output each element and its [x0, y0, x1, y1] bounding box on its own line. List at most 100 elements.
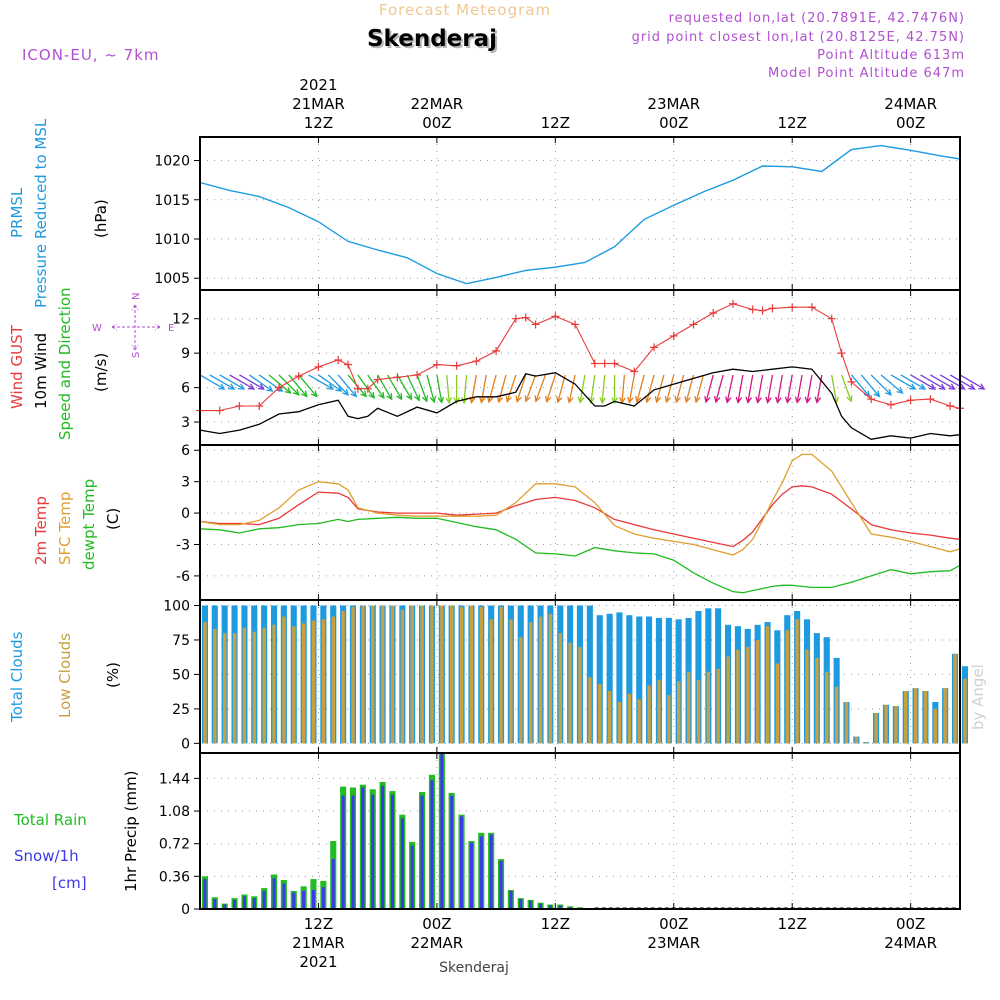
snow-bar	[312, 890, 316, 909]
wind-arrow-head	[396, 393, 403, 401]
wind-arrow-shaft	[900, 374, 926, 390]
info-line-3: Point Altitude 613m	[817, 48, 965, 63]
snow-bar	[341, 795, 345, 909]
wind-arrow-shaft	[636, 374, 645, 403]
wind-arrow	[794, 374, 803, 404]
temp-line	[199, 485, 961, 548]
wind-arrow-head	[694, 395, 701, 404]
wind-arrow	[248, 374, 274, 392]
wind-arrow	[900, 374, 927, 390]
wind-arrow-shaft	[546, 374, 556, 402]
wind-arrow-head	[814, 396, 822, 404]
wind-arrow-head	[938, 383, 947, 390]
wind-arrow-head	[804, 396, 812, 404]
wind-arrow	[288, 374, 308, 398]
low-cloud-bar	[311, 620, 316, 744]
wind-arrow-head	[724, 396, 732, 404]
gust-marker	[274, 383, 283, 392]
low-cloud-bar	[667, 695, 671, 744]
gust-marker	[344, 360, 353, 369]
wind-arrow	[577, 374, 586, 404]
wind-arrow-head	[284, 387, 292, 394]
y-tick-label: 50	[172, 667, 190, 683]
wind-arrow-head	[534, 395, 541, 403]
wind-arrow-head	[704, 395, 711, 404]
y-tick-label: 6	[181, 381, 190, 397]
snow-bar	[499, 860, 503, 909]
snow-bar	[390, 794, 394, 909]
wind-arrow-shaft	[959, 374, 985, 390]
wind-arrow-head	[755, 396, 762, 404]
wind-arrow-shaft	[506, 374, 517, 402]
low-cloud-bar	[351, 606, 355, 744]
wind-arrow	[209, 374, 236, 390]
low-cloud-bar	[489, 619, 493, 744]
snow-bar	[450, 795, 454, 909]
wind-arrow	[784, 374, 793, 404]
y-tick-label: 100	[163, 599, 190, 615]
bottom-time-label: 00Z	[896, 915, 925, 933]
gust-marker	[926, 395, 935, 404]
y-tick-label: 25	[172, 702, 190, 718]
gust-marker	[807, 303, 816, 312]
wind-gust-line	[200, 303, 961, 412]
gust-marker	[353, 384, 362, 393]
y-tick-label: 1015	[154, 193, 190, 209]
low-cloud-bar	[331, 616, 335, 744]
temp-label-sfc: SFC Temp	[56, 492, 74, 565]
low-cloud-bar	[282, 616, 286, 744]
wind-arrow-shaft	[786, 374, 793, 403]
snow-bar	[479, 836, 483, 909]
y-tick-label: 12	[172, 312, 190, 328]
gust-marker	[571, 320, 580, 329]
wind-arrow-head	[635, 395, 642, 404]
snow-bar	[420, 795, 424, 909]
compass-e: E	[168, 323, 174, 334]
low-cloud-bar	[696, 679, 701, 744]
wind-arrow-head	[948, 383, 956, 390]
wind-arrow-head	[664, 395, 671, 404]
wind-arrow-shaft	[367, 374, 385, 399]
wind-arrow	[694, 374, 705, 404]
snow-bar	[272, 878, 276, 909]
low-cloud-bar	[420, 605, 424, 744]
wind-arrow	[545, 374, 556, 403]
gust-marker	[393, 373, 402, 382]
top-time-label: 12Z	[778, 114, 807, 132]
low-cloud-bar	[686, 671, 691, 744]
low-cloud-bar	[302, 623, 306, 744]
wind-arrow	[745, 374, 754, 404]
wind-arrow-shaft	[675, 374, 685, 403]
wind-arrow-shaft	[535, 374, 547, 402]
top-time-label: 12Z	[304, 114, 333, 132]
snow-bar	[509, 890, 513, 909]
wind-arrow-head	[515, 395, 522, 403]
y-tick-label: 0.72	[159, 837, 190, 853]
low-cloud-bar	[716, 668, 720, 744]
wind-arrow	[704, 374, 714, 404]
wind-arrow	[831, 374, 839, 404]
snow-bar	[529, 900, 533, 909]
wind-arrow-head	[577, 396, 585, 404]
wind-arrow-shaft	[840, 374, 852, 402]
wind-arrow-head	[674, 395, 681, 404]
wind-arrow-head	[873, 390, 881, 398]
gust-marker	[709, 308, 718, 317]
wind-arrow	[959, 374, 986, 390]
low-cloud-bar	[844, 702, 849, 744]
gust-marker	[827, 314, 836, 323]
top-time-label: 23MAR	[647, 95, 700, 113]
wind-arrow-shaft	[298, 374, 318, 397]
wind-arrow-head	[745, 396, 753, 404]
wind-arrow-shaft	[436, 374, 443, 403]
low-cloud-bar	[884, 704, 888, 744]
total-cloud-bar	[636, 616, 643, 744]
temp-line	[199, 453, 961, 556]
gust-marker	[946, 401, 955, 410]
wind-arrow-head	[247, 383, 256, 390]
y-tick-label: 1020	[154, 154, 190, 170]
wind-arrow	[486, 374, 497, 404]
wind-arrow	[357, 374, 375, 400]
y-tick-label: 9	[181, 346, 190, 362]
low-cloud-bar	[341, 611, 345, 744]
